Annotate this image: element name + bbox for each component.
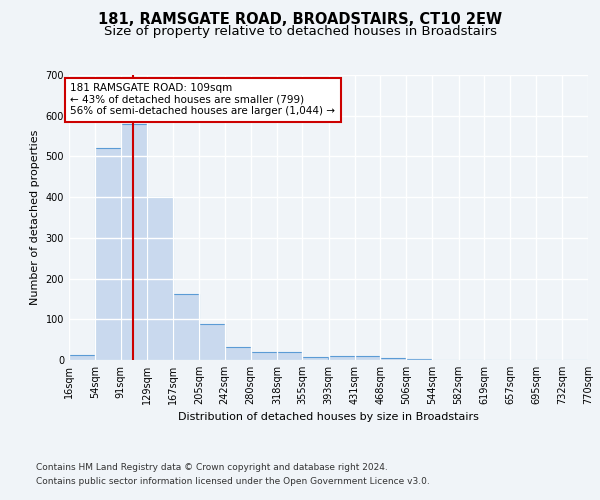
Bar [95,148,121,360]
Bar [380,358,406,360]
Bar [69,354,95,360]
Bar [224,348,251,360]
Bar [329,356,355,360]
Bar [199,324,224,360]
Bar [173,294,199,360]
Text: 181, RAMSGATE ROAD, BROADSTAIRS, CT10 2EW: 181, RAMSGATE ROAD, BROADSTAIRS, CT10 2E… [98,12,502,28]
Bar [121,124,147,360]
Bar [406,359,433,360]
Text: Contains HM Land Registry data © Crown copyright and database right 2024.: Contains HM Land Registry data © Crown c… [36,462,388,471]
Text: Size of property relative to detached houses in Broadstairs: Size of property relative to detached ho… [104,25,497,38]
Bar [147,197,173,360]
Text: 181 RAMSGATE ROAD: 109sqm
← 43% of detached houses are smaller (799)
56% of semi: 181 RAMSGATE ROAD: 109sqm ← 43% of detac… [70,83,335,116]
Text: Contains public sector information licensed under the Open Government Licence v3: Contains public sector information licen… [36,478,430,486]
Bar [251,352,277,360]
Bar [302,357,329,360]
Y-axis label: Number of detached properties: Number of detached properties [30,130,40,305]
Bar [355,356,380,360]
Text: Distribution of detached houses by size in Broadstairs: Distribution of detached houses by size … [178,412,479,422]
Bar [277,352,302,360]
